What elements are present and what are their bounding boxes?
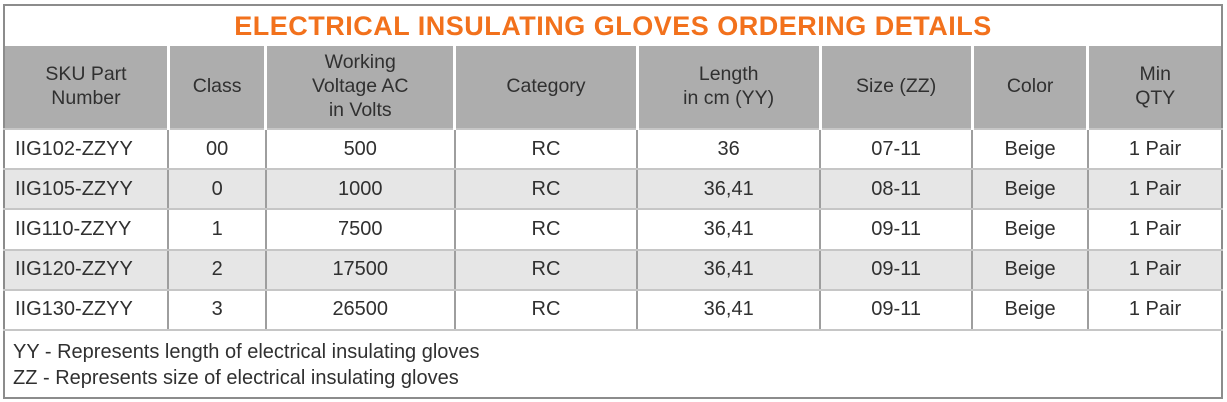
footnotes: YY - Represents length of electrical ins… (4, 330, 1222, 398)
table-cell: Beige (971, 289, 1088, 332)
column-header-min-qty: Min QTY (1086, 46, 1222, 130)
table-cell: RC (453, 129, 638, 171)
column-header-size: Size (ZZ) (818, 46, 973, 130)
table-row: IIG120-ZZYY 2 17500 RC 36,41 09-11 Beige 1 Pair (4, 249, 1222, 291)
table-row: IIG102-ZZYY 00 500 RC 36 07-11 Beige 1 Pair (4, 129, 1222, 171)
notes-row: YY - Represents length of electrical ins… (4, 330, 1222, 398)
table-cell: 08-11 (819, 169, 973, 211)
table-body: IIG102-ZZYY 00 500 RC 36 07-11 Beige 1 Pair IIG1… (4, 129, 1222, 332)
table-cell: 36,41 (636, 289, 821, 332)
table-cell: IIG102-ZZYY (4, 129, 169, 171)
header-row: SKU Part Number Class Working Voltage AC… (4, 46, 1222, 130)
table-cell: Beige (971, 169, 1088, 211)
table-cell: IIG105-ZZYY (4, 169, 169, 211)
table-cell: IIG130-ZZYY (4, 289, 169, 332)
column-header-class: Class (166, 46, 266, 130)
title-row: ELECTRICAL INSULATING GLOVES ORDERING DE… (4, 5, 1222, 46)
table-cell: RC (453, 209, 638, 251)
column-header-sku-part-number: SKU Part Number (4, 46, 169, 130)
table-cell: 26500 (264, 289, 455, 332)
table-cell: 09-11 (819, 209, 973, 251)
table-cell: 2 (167, 249, 266, 291)
table-cell: 1000 (264, 169, 455, 211)
column-header-length: Length in cm (YY) (635, 46, 821, 130)
table-cell: 09-11 (819, 289, 973, 332)
table-row: IIG130-ZZYY 3 26500 RC 36,41 09-11 Beige 1 Pair (4, 289, 1222, 332)
table-cell: 1 Pair (1086, 169, 1222, 211)
table-cell: RC (453, 169, 638, 211)
table-cell: 1 Pair (1086, 249, 1222, 291)
table-cell: 1 (167, 209, 266, 251)
ordering-details-table: ELECTRICAL INSULATING GLOVES ORDERING DE… (3, 4, 1223, 399)
table-cell: 1 Pair (1086, 129, 1222, 171)
table-cell: 36,41 (636, 209, 821, 251)
table-cell: RC (453, 249, 638, 291)
table-cell: 3 (167, 289, 266, 332)
table-cell: 07-11 (819, 129, 973, 171)
column-header-category: Category (453, 46, 638, 130)
table-cell: 36 (636, 129, 821, 171)
table-cell: 36,41 (636, 169, 821, 211)
note-yy: YY - Represents length of electrical ins… (13, 341, 480, 363)
table-cell: Beige (971, 129, 1088, 171)
table-cell: 7500 (264, 209, 455, 251)
table-cell: RC (453, 289, 638, 332)
table-cell: Beige (971, 209, 1088, 251)
table-cell: 17500 (264, 249, 455, 291)
table-cell: 1 Pair (1086, 209, 1222, 251)
table-cell: 0 (167, 169, 266, 211)
column-header-working-voltage: Working Voltage AC in Volts (264, 46, 455, 130)
note-zz: ZZ - Represents size of electrical insul… (13, 367, 459, 389)
table-row: IIG110-ZZYY 1 7500 RC 36,41 09-11 Beige 1 Pair (4, 209, 1222, 251)
table-cell: 00 (167, 129, 266, 171)
table-cell: 09-11 (819, 249, 973, 291)
page-title: ELECTRICAL INSULATING GLOVES ORDERING DE… (4, 5, 1222, 46)
table-cell: 1 Pair (1086, 289, 1222, 332)
column-header-color: Color (970, 46, 1088, 130)
table-cell: 36,41 (636, 249, 821, 291)
table-cell: IIG120-ZZYY (4, 249, 169, 291)
table-cell: Beige (971, 249, 1088, 291)
table-cell: IIG110-ZZYY (4, 209, 169, 251)
table-cell: 500 (264, 129, 455, 171)
table-row: IIG105-ZZYY 0 1000 RC 36,41 08-11 Beige 1 Pair (4, 169, 1222, 211)
